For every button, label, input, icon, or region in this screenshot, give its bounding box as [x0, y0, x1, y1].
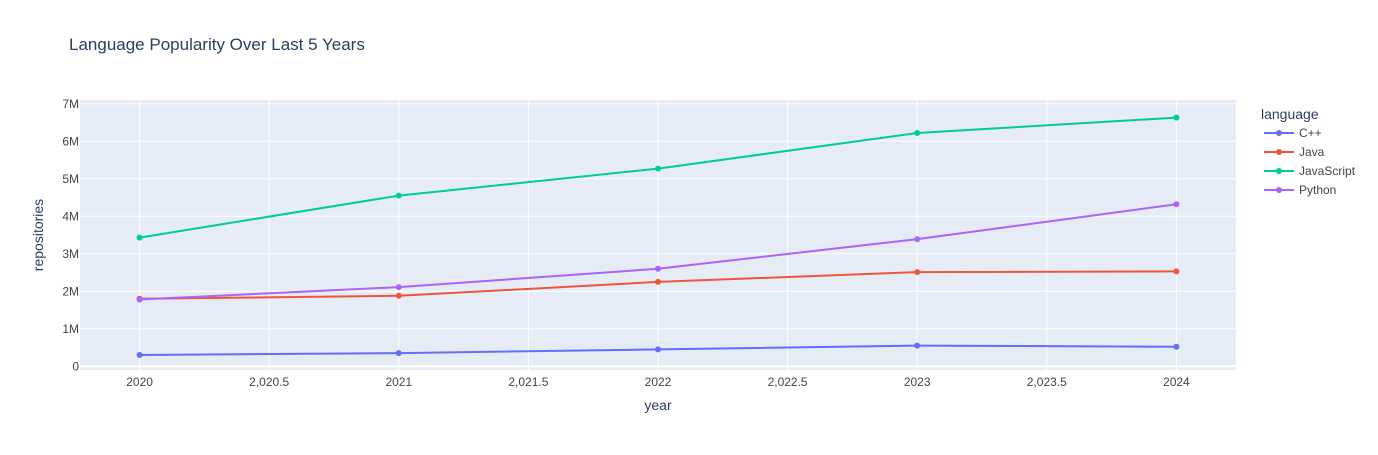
y-tick-label: 6M — [62, 134, 79, 148]
data-point-cpp[interactable] — [914, 342, 921, 349]
legend-swatch-marker — [1276, 187, 1282, 193]
x-tick-label: 2024 — [1163, 375, 1190, 389]
data-point-python[interactable] — [136, 296, 143, 303]
y-axis-tick-labels: 0 1M 2M 3M 4M 5M 6M 7M — [62, 97, 79, 374]
x-tick-label: 2,021.5 — [508, 375, 548, 389]
x-axis-title: year — [644, 397, 672, 413]
legend-swatch-marker — [1276, 168, 1282, 174]
legend-item-java[interactable]: Java — [1264, 145, 1325, 159]
data-point-python[interactable] — [914, 236, 921, 243]
legend-title: language — [1261, 106, 1319, 122]
x-gridlines — [139, 100, 1177, 370]
data-point-cpp[interactable] — [1173, 343, 1180, 350]
data-point-python[interactable] — [395, 284, 402, 291]
data-point-java[interactable] — [914, 269, 921, 276]
legend-item-python[interactable]: Python — [1264, 183, 1336, 197]
data-point-python[interactable] — [655, 265, 661, 272]
y-tick-label: 0 — [72, 359, 79, 373]
legend: language C++ Java JavaScript Python — [1261, 106, 1356, 197]
x-tick-label: 2023 — [904, 375, 931, 389]
legend-item-cpp[interactable]: C++ — [1264, 126, 1322, 140]
data-point-cpp[interactable] — [136, 352, 143, 358]
y-gridlines — [80, 103, 1236, 368]
y-axis-title: repositories — [30, 199, 46, 271]
x-tick-label: 2021 — [385, 375, 412, 389]
y-tick-label: 2M — [62, 284, 79, 298]
legend-label: JavaScript — [1299, 164, 1356, 178]
x-axis-tick-labels: 2020 2,020.5 2021 2,021.5 2022 2,022.5 2023 2,0… — [126, 375, 1190, 389]
series-points — [136, 114, 1180, 358]
data-point-javascript[interactable] — [914, 130, 921, 136]
data-point-javascript[interactable] — [1173, 114, 1180, 121]
y-tick-label: 3M — [62, 247, 79, 261]
y-tick-label: 1M — [62, 322, 79, 336]
chart-title: Language Popularity Over Last 5 Years — [69, 35, 365, 54]
x-tick-label: 2,023.5 — [1027, 375, 1067, 389]
data-point-java[interactable] — [655, 278, 661, 285]
y-tick-label: 4M — [62, 209, 79, 223]
data-point-cpp[interactable] — [395, 350, 402, 357]
x-tick-label: 2020 — [126, 375, 153, 389]
legend-swatch-marker — [1276, 130, 1282, 136]
legend-label: C++ — [1299, 126, 1322, 140]
legend-item-javascript[interactable]: JavaScript — [1264, 164, 1356, 178]
x-tick-label: 2,020.5 — [249, 375, 289, 389]
data-point-javascript[interactable] — [395, 192, 402, 199]
data-point-cpp[interactable] — [655, 346, 661, 353]
data-point-java[interactable] — [395, 292, 402, 299]
legend-label: Python — [1299, 183, 1336, 197]
data-point-python[interactable] — [1173, 201, 1180, 208]
data-point-javascript[interactable] — [655, 165, 661, 172]
data-point-javascript[interactable] — [136, 234, 143, 241]
x-tick-label: 2022 — [645, 375, 672, 389]
x-tick-label: 2,022.5 — [768, 375, 808, 389]
legend-label: Java — [1299, 145, 1325, 159]
legend-swatch-marker — [1276, 149, 1282, 155]
y-tick-label: 7M — [62, 97, 79, 111]
y-tick-label: 5M — [62, 172, 79, 186]
data-point-java[interactable] — [1173, 268, 1180, 275]
